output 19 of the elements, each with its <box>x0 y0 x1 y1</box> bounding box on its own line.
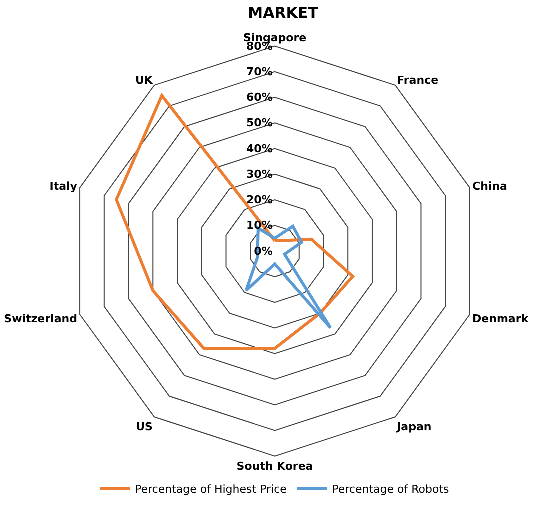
spoke-label: UK <box>135 74 154 87</box>
spoke-label: South Korea <box>236 460 314 473</box>
y-tick-label: 60% <box>246 91 273 104</box>
spoke-label: Singapore <box>243 31 307 44</box>
spoke-label: China <box>472 180 508 194</box>
spoke-label: Switzerland <box>4 312 78 326</box>
y-tick-label: 20% <box>246 194 273 207</box>
y-tick-label: 40% <box>246 142 273 156</box>
y-tick-label: 30% <box>246 168 273 181</box>
spoke-label: France <box>397 74 439 87</box>
spoke-label: Italy <box>50 180 78 194</box>
spoke-label: Japan <box>396 420 432 434</box>
y-tick-label: 70% <box>246 65 273 78</box>
y-tick-label: 50% <box>246 116 273 130</box>
chart-title: MARKET <box>248 4 320 22</box>
legend-label: Percentage of Highest Price <box>135 483 288 496</box>
spoke-label: US <box>136 420 153 434</box>
spoke-label: Denmark <box>472 312 530 326</box>
legend-label: Percentage of Robots <box>332 483 450 496</box>
